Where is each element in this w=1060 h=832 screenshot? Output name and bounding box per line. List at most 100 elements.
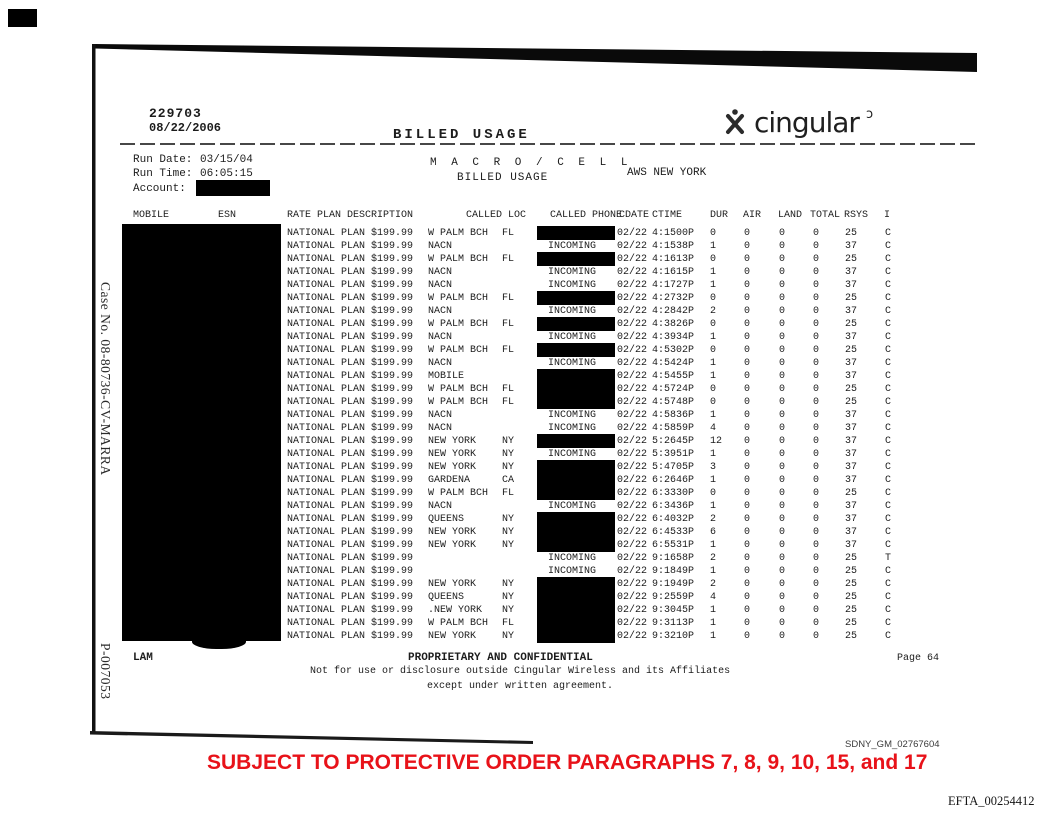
cell-dur: 12 — [710, 436, 723, 447]
cell-total: 0 — [813, 631, 820, 642]
table-row: NATIONAL PLAN $199.99 INCOMING 02/22 9:1658… — [0, 552, 1060, 565]
cell-ind: T — [885, 553, 892, 564]
cell-air: 0 — [744, 241, 751, 252]
table-row: NATIONAL PLAN $199.99 NEW YORK NY 02/22 9:32… — [0, 629, 1060, 643]
cell-ind: C — [885, 579, 892, 590]
confidential-notice: PROPRIETARY AND CONFIDENTIAL — [408, 652, 593, 664]
col-header-ctime: CTIME — [652, 210, 683, 221]
redaction-box-phone — [537, 460, 615, 474]
redaction-box-account — [196, 180, 270, 196]
cell-ind: C — [885, 228, 892, 239]
cell-land: 0 — [779, 423, 786, 434]
cell-time: 4:1613P — [652, 254, 695, 265]
cell-time: 4:2732P — [652, 293, 695, 304]
table-row: NATIONAL PLAN $199.99 W PALM BCH FL 02/22 4:… — [0, 226, 1060, 240]
cell-air: 0 — [744, 618, 751, 629]
cell-total: 0 — [813, 527, 820, 538]
cell-total: 0 — [813, 605, 820, 616]
cell-time: 6:2646P — [652, 475, 695, 486]
cell-rsys: 37 — [845, 358, 858, 369]
cell-date: 02/22 — [617, 605, 648, 616]
cell-st: FL — [502, 397, 515, 408]
cell-dur: 0 — [710, 488, 717, 499]
cell-total: 0 — [813, 475, 820, 486]
col-header-esn: ESN — [218, 210, 237, 221]
cell-loc: W PALM BCH — [428, 228, 489, 239]
cell-ind: C — [885, 345, 892, 356]
cell-ind: C — [885, 488, 892, 499]
cell-ind: C — [885, 566, 892, 577]
cell-loc: NACN — [428, 280, 453, 291]
cell-rsys: 25 — [845, 631, 858, 642]
cell-total: 0 — [813, 397, 820, 408]
cell-loc: W PALM BCH — [428, 293, 489, 304]
cell-air: 0 — [744, 501, 751, 512]
cell-time: 6:4533P — [652, 527, 695, 538]
redaction-box-smudge — [192, 633, 246, 649]
cell-land: 0 — [779, 267, 786, 278]
cell-ind: C — [885, 410, 892, 421]
cell-loc: NEW YORK — [428, 540, 477, 551]
disclosure-notice-line1: Not for use or disclosure outside Cingul… — [310, 666, 731, 677]
cell-land: 0 — [779, 332, 786, 343]
cell-air: 0 — [744, 397, 751, 408]
cell-st: NY — [502, 436, 515, 447]
cell-date: 02/22 — [617, 241, 648, 252]
cingular-x-figure-icon — [726, 109, 744, 134]
cell-time: 6:4032P — [652, 514, 695, 525]
cell-dur: 1 — [710, 280, 717, 291]
cell-land: 0 — [779, 501, 786, 512]
protective-order-stamp: SUBJECT TO PROTECTIVE ORDER PARAGRAPHS 7… — [207, 751, 928, 774]
cell-rsys: 37 — [845, 241, 858, 252]
cell-total: 0 — [813, 592, 820, 603]
cell-ind: C — [885, 332, 892, 343]
cell-land: 0 — [779, 462, 786, 473]
cell-air: 0 — [744, 280, 751, 291]
cell-time: 9:1849P — [652, 566, 695, 577]
account-label: Account: — [133, 183, 186, 195]
cell-rsys: 37 — [845, 410, 858, 421]
cell-plan: NATIONAL PLAN $199.99 — [287, 449, 414, 460]
cell-st: FL — [502, 488, 515, 499]
preparer-initials: LAM — [133, 652, 153, 664]
cell-ind: C — [885, 293, 892, 304]
col-header-cdate: CDATE — [619, 210, 650, 221]
cell-air: 0 — [744, 345, 751, 356]
cell-air: 0 — [744, 527, 751, 538]
cell-air: 0 — [744, 423, 751, 434]
cell-rsys: 37 — [845, 332, 858, 343]
cell-ind: C — [885, 592, 892, 603]
cell-total: 0 — [813, 254, 820, 265]
cell-time: 9:1949P — [652, 579, 695, 590]
cell-phone: INCOMING — [548, 553, 597, 564]
cell-plan: NATIONAL PLAN $199.99 — [287, 423, 414, 434]
cell-land: 0 — [779, 254, 786, 265]
table-row: NATIONAL PLAN $199.99 W PALM BCH FL 02/22 6:… — [0, 486, 1060, 500]
cell-land: 0 — [779, 319, 786, 330]
cell-rsys: 25 — [845, 293, 858, 304]
cell-plan: NATIONAL PLAN $199.99 — [287, 488, 414, 499]
cell-date: 02/22 — [617, 475, 648, 486]
cell-loc: W PALM BCH — [428, 397, 489, 408]
cell-plan: NATIONAL PLAN $199.99 — [287, 267, 414, 278]
table-row: NATIONAL PLAN $199.99 NEW YORK NY 02/22 6:45… — [0, 525, 1060, 539]
cell-total: 0 — [813, 228, 820, 239]
cell-land: 0 — [779, 280, 786, 291]
cell-loc: NACN — [428, 267, 453, 278]
cell-time: 9:2559P — [652, 592, 695, 603]
col-header-rate-plan: RATE PLAN DESCRIPTION — [287, 210, 414, 221]
table-row: NATIONAL PLAN $199.99 NEW YORK NY INCOMING 0… — [0, 448, 1060, 461]
cell-loc: W PALM BCH — [428, 488, 489, 499]
cell-st: NY — [502, 514, 515, 525]
cell-ind: C — [885, 280, 892, 291]
cell-dur: 1 — [710, 267, 717, 278]
table-row: NATIONAL PLAN $199.99 NEW YORK NY 02/22 6:55… — [0, 538, 1060, 552]
cell-loc: W PALM BCH — [428, 384, 489, 395]
cell-date: 02/22 — [617, 488, 648, 499]
cell-dur: 1 — [710, 449, 717, 460]
redaction-box-phone — [537, 577, 615, 591]
cell-phone: INCOMING — [548, 306, 597, 317]
cell-phone: INCOMING — [548, 241, 597, 252]
cell-dur: 1 — [710, 371, 717, 382]
